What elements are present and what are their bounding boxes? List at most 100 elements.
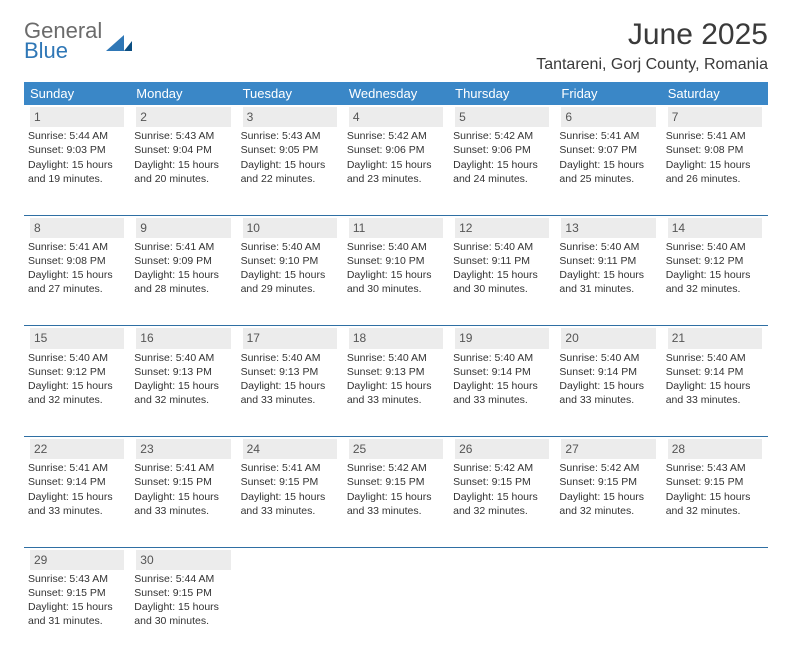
daylight-text: Daylight: 15 hours bbox=[559, 490, 657, 504]
sunrise-text: Sunrise: 5:40 AM bbox=[559, 240, 657, 254]
weekday-header: Tuesday bbox=[237, 82, 343, 105]
sunset-text: Sunset: 9:15 PM bbox=[241, 475, 339, 489]
sunset-text: Sunset: 9:11 PM bbox=[559, 254, 657, 268]
day-number-row: 891011121314 bbox=[24, 215, 768, 240]
sunrise-text: Sunrise: 5:40 AM bbox=[559, 351, 657, 365]
weekday-header: Thursday bbox=[449, 82, 555, 105]
day-number-row: 29 30 bbox=[24, 547, 768, 572]
day-number-row: 1234567 bbox=[24, 105, 768, 129]
calendar-day-cell bbox=[555, 572, 661, 658]
day-number: 21 bbox=[668, 328, 762, 348]
day-number-cell: 17 bbox=[237, 326, 343, 351]
sunrise-text: Sunrise: 5:41 AM bbox=[666, 129, 764, 143]
day-number: 5 bbox=[455, 107, 549, 127]
day-number-cell: 12 bbox=[449, 215, 555, 240]
day-number-cell: 19 bbox=[449, 326, 555, 351]
day-number-cell: 20 bbox=[555, 326, 661, 351]
day-number-cell: 14 bbox=[662, 215, 768, 240]
sunrise-text: Sunrise: 5:41 AM bbox=[134, 240, 232, 254]
daylight-text: and 32 minutes. bbox=[559, 504, 657, 518]
sunrise-text: Sunrise: 5:41 AM bbox=[134, 461, 232, 475]
logo-text: General Blue bbox=[24, 18, 102, 64]
day-number: 14 bbox=[668, 218, 762, 238]
calendar-day-cell: Sunrise: 5:41 AMSunset: 9:08 PMDaylight:… bbox=[662, 129, 768, 215]
daylight-text: Daylight: 15 hours bbox=[28, 379, 126, 393]
day-number: 4 bbox=[349, 107, 443, 127]
sunset-text: Sunset: 9:10 PM bbox=[241, 254, 339, 268]
calendar-day-cell: Sunrise: 5:41 AMSunset: 9:15 PMDaylight:… bbox=[237, 461, 343, 547]
daylight-text: and 31 minutes. bbox=[28, 614, 126, 628]
sunset-text: Sunset: 9:15 PM bbox=[134, 586, 232, 600]
day-number-cell: 1 bbox=[24, 105, 130, 129]
day-number-cell bbox=[555, 547, 661, 572]
day-number: 25 bbox=[349, 439, 443, 459]
calendar-page: General Blue June 2025 Tantareni, Gorj C… bbox=[0, 0, 792, 658]
sunset-text: Sunset: 9:08 PM bbox=[666, 143, 764, 157]
daylight-text: and 33 minutes. bbox=[241, 504, 339, 518]
daylight-text: Daylight: 15 hours bbox=[241, 379, 339, 393]
day-number: 10 bbox=[243, 218, 337, 238]
day-number: 2 bbox=[136, 107, 230, 127]
daylight-text: Daylight: 15 hours bbox=[134, 490, 232, 504]
day-number-cell: 3 bbox=[237, 105, 343, 129]
calendar-day-cell: Sunrise: 5:41 AMSunset: 9:07 PMDaylight:… bbox=[555, 129, 661, 215]
day-number: 15 bbox=[30, 328, 124, 348]
daylight-text: Daylight: 15 hours bbox=[347, 268, 445, 282]
calendar-week-row: Sunrise: 5:41 AM Sunset: 9:08 PM Daylight:… bbox=[24, 240, 768, 326]
calendar-week-row: Sunrise: 5:41 AMSunset: 9:14 PMDaylight:… bbox=[24, 461, 768, 547]
calendar-day-cell: Sunrise: 5:43 AMSunset: 9:05 PMDaylight:… bbox=[237, 129, 343, 215]
sunrise-text: Sunrise: 5:42 AM bbox=[347, 129, 445, 143]
title-block: June 2025 Tantareni, Gorj County, Romani… bbox=[536, 18, 768, 74]
day-number-cell bbox=[343, 547, 449, 572]
daylight-text: and 30 minutes. bbox=[134, 614, 232, 628]
day-number: 1 bbox=[30, 107, 124, 127]
sunset-text: Sunset: 9:13 PM bbox=[347, 365, 445, 379]
daylight-text: Daylight: 15 hours bbox=[453, 379, 551, 393]
weekday-header: Friday bbox=[555, 82, 661, 105]
day-number: 30 bbox=[136, 550, 230, 570]
daylight-text: Daylight: 15 hours bbox=[453, 158, 551, 172]
sunset-text: Sunset: 9:15 PM bbox=[134, 475, 232, 489]
sunrise-text: Sunrise: 5:43 AM bbox=[666, 461, 764, 475]
sunrise-text: Sunrise: 5:40 AM bbox=[134, 351, 232, 365]
calendar-day-cell: Sunrise: 5:42 AMSunset: 9:15 PMDaylight:… bbox=[555, 461, 661, 547]
calendar-day-cell: Sunrise: 5:41 AMSunset: 9:14 PMDaylight:… bbox=[24, 461, 130, 547]
sunrise-text: Sunrise: 5:42 AM bbox=[453, 461, 551, 475]
daylight-text: Daylight: 15 hours bbox=[559, 268, 657, 282]
day-number-cell: 5 bbox=[449, 105, 555, 129]
sunrise-text: Sunrise: 5:40 AM bbox=[453, 351, 551, 365]
calendar-week-row: Sunrise: 5:40 AMSunset: 9:12 PMDaylight:… bbox=[24, 351, 768, 437]
day-number: 9 bbox=[136, 218, 230, 238]
day-number: 11 bbox=[349, 218, 443, 238]
daylight-text: Daylight: 15 hours bbox=[347, 490, 445, 504]
sunset-text: Sunset: 9:08 PM bbox=[28, 254, 126, 268]
daylight-text: Daylight: 15 hours bbox=[134, 158, 232, 172]
daylight-text: and 24 minutes. bbox=[453, 172, 551, 186]
weekday-header: Saturday bbox=[662, 82, 768, 105]
sunset-text: Sunset: 9:04 PM bbox=[134, 143, 232, 157]
day-number: 7 bbox=[668, 107, 762, 127]
day-number: 27 bbox=[561, 439, 655, 459]
day-number-cell: 4 bbox=[343, 105, 449, 129]
daylight-text: Daylight: 15 hours bbox=[347, 158, 445, 172]
day-number-cell: 23 bbox=[130, 437, 236, 462]
day-number-cell: 29 bbox=[24, 547, 130, 572]
day-number: 18 bbox=[349, 328, 443, 348]
calendar-week-row: Sunrise: 5:44 AMSunset: 9:03 PMDaylight:… bbox=[24, 129, 768, 215]
sunset-text: Sunset: 9:15 PM bbox=[559, 475, 657, 489]
calendar-day-cell bbox=[662, 572, 768, 658]
sunrise-text: Sunrise: 5:43 AM bbox=[28, 572, 126, 586]
daylight-text: and 33 minutes. bbox=[666, 393, 764, 407]
sunset-text: Sunset: 9:14 PM bbox=[666, 365, 764, 379]
page-header: General Blue June 2025 Tantareni, Gorj C… bbox=[24, 18, 768, 74]
calendar-day-cell: Sunrise: 5:40 AMSunset: 9:13 PMDaylight:… bbox=[130, 351, 236, 437]
sunrise-text: Sunrise: 5:40 AM bbox=[241, 240, 339, 254]
sunrise-text: Sunrise: 5:44 AM bbox=[134, 572, 232, 586]
sunrise-text: Sunrise: 5:44 AM bbox=[28, 129, 126, 143]
day-number: 26 bbox=[455, 439, 549, 459]
daylight-text: Daylight: 15 hours bbox=[666, 379, 764, 393]
calendar-day-cell: Sunrise: 5:40 AMSunset: 9:13 PMDaylight:… bbox=[237, 351, 343, 437]
calendar-day-cell: Sunrise: 5:40 AMSunset: 9:11 PMDaylight:… bbox=[449, 240, 555, 326]
calendar-day-cell: Sunrise: 5:40 AMSunset: 9:14 PMDaylight:… bbox=[555, 351, 661, 437]
sunset-text: Sunset: 9:12 PM bbox=[28, 365, 126, 379]
